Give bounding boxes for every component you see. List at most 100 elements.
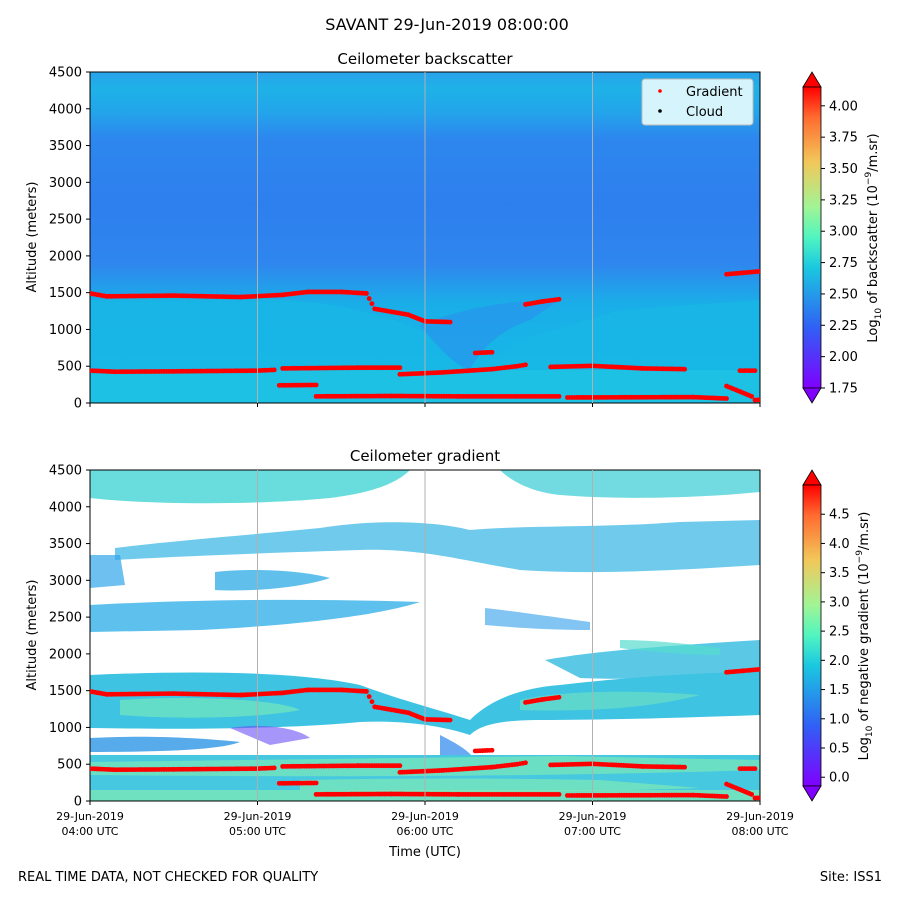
gradient-point [752,766,758,772]
gradient-point [523,760,528,766]
colorbar-tick-label: 4.5 [829,508,850,523]
backscatter-ylabel: Altitude (meters) [25,182,40,293]
site-label: Site: ISS1 [819,870,882,885]
x-tick-label: 08:00 UTC [731,825,788,838]
y-tick-label: 500 [57,360,82,375]
backscatter-colorbar-label: Log10 of backscatter (10−9/m.sr) [864,133,884,342]
y-tick-label: 500 [57,758,82,773]
y-tick-label: 1000 [49,721,82,736]
colorbar-tick-label: 4.00 [829,99,858,114]
y-tick-label: 4000 [49,102,82,117]
gradient-point [489,349,495,355]
gradient-point [489,747,495,753]
colorbar-tick-label: 0.0 [829,771,850,786]
y-tick-label: 2500 [49,611,82,626]
gradient-point [271,367,277,373]
colorbar-tick-label: 2.00 [829,350,858,365]
colorbar-tick-label: 3.5 [829,566,850,581]
y-tick-label: 3500 [49,537,82,552]
gradient-point [366,694,372,699]
gradient-point [556,694,562,700]
legend-cloud-marker [658,109,662,113]
y-tick-label: 3000 [49,574,82,589]
gradient-ylabel: Altitude (meters) [25,580,40,691]
x-tick-label: 29-Jun-2019 [56,810,124,823]
x-tick-label: 06:00 UTC [396,825,453,838]
x-tick-label: 29-Jun-2019 [559,810,627,823]
y-tick-label: 1000 [49,323,82,338]
gradient-colorbar-label: Log10 of negative gradient (10−9/m.sr) [855,512,875,761]
gradient-colorbar: 0.0 0.5 1.0 1.5 2.0 2.5 3.0 3.5 4.0 4.5 Log10 of … [802,469,875,802]
gradient-point [724,794,729,799]
backscatter-panel: Ceilometer backscatter [25,50,884,412]
y-tick-label: 0 [74,397,82,412]
gradient-point [724,396,729,401]
x-tick-label: 04:00 UTC [61,825,118,838]
gradient-title: Ceilometer gradient [350,447,500,465]
gradient-point [757,666,760,672]
gradient-point [556,791,562,797]
x-tick-label: 29-Jun-2019 [391,810,459,823]
y-tick-label: 1500 [49,286,82,301]
legend-cloud-label: Cloud [686,105,723,120]
gradient-point [752,368,758,374]
gradient-point [271,765,277,771]
gradient-point [682,366,688,372]
colorbar-tick-label: 2.5 [829,625,850,640]
gradient-xlabel: Time (UTC) [388,845,461,860]
y-tick-label: 3000 [49,176,82,191]
figure-title: SAVANT 29-Jun-2019 08:00:00 [325,15,569,34]
quality-disclaimer: REAL TIME DATA, NOT CHECKED FOR QUALITY [18,870,319,885]
x-tick-label: 05:00 UTC [229,825,286,838]
y-tick-label: 1500 [49,684,82,699]
y-tick-label: 3500 [49,139,82,154]
colorbar-tick-label: 4.0 [829,537,850,552]
colorbar-tick-label: 2.25 [829,319,858,334]
gradient-point [363,291,369,296]
y-tick-label: 4000 [49,500,82,515]
gradient-point [682,764,688,770]
colorbar-tick-label: 0.5 [829,742,850,757]
y-tick-label: 2000 [49,647,82,662]
gradient-point [313,780,319,786]
gradient-point [363,689,369,694]
gradient-point [369,301,375,307]
colorbar-tick-label: 2.0 [829,654,850,669]
gradient-point [447,319,453,325]
colorbar-tick-label: 2.75 [829,256,858,271]
backscatter-colorbar: 1.75 2.00 2.25 2.50 2.75 3.00 3.25 3.50 3.75 4.00… [802,71,884,404]
gradient-point [757,268,760,274]
colorbar-tick-label: 3.50 [829,162,858,177]
y-tick-label: 2000 [49,249,82,264]
colorbar-tick-label: 3.25 [829,193,858,208]
colorbar-tick-label: 1.5 [829,683,850,698]
y-tick-label: 4500 [49,66,82,81]
gradient-point [313,382,319,388]
gradient-point [366,296,372,301]
gradient-point [749,791,755,797]
colorbar-tick-label: 3.00 [829,225,858,240]
gradient-point [397,763,403,769]
x-tick-label: 29-Jun-2019 [726,810,794,823]
gradient-point [447,717,453,723]
gradient-point [369,699,375,705]
y-tick-label: 0 [74,795,82,810]
gradient-point [556,393,562,399]
x-tick-label: 07:00 UTC [564,825,621,838]
y-tick-label: 4500 [49,464,82,479]
colorbar-tick-label: 1.0 [829,712,850,727]
gradient-point [523,362,528,368]
legend-gradient-label: Gradient [686,85,743,100]
gradient-point [749,393,755,399]
gradient-panel: Ceilometer gradient Altitud [25,447,875,860]
gradient-point [757,397,760,403]
backscatter-title: Ceilometer backscatter [337,50,513,68]
x-tick-label: 29-Jun-2019 [224,810,292,823]
colorbar-tick-label: 2.50 [829,287,858,302]
legend: Gradient Cloud [641,78,754,126]
legend-gradient-marker [658,89,662,93]
colorbar-tick-label: 1.75 [829,382,858,397]
y-tick-label: 2500 [49,213,82,228]
gradient-point [757,795,760,801]
